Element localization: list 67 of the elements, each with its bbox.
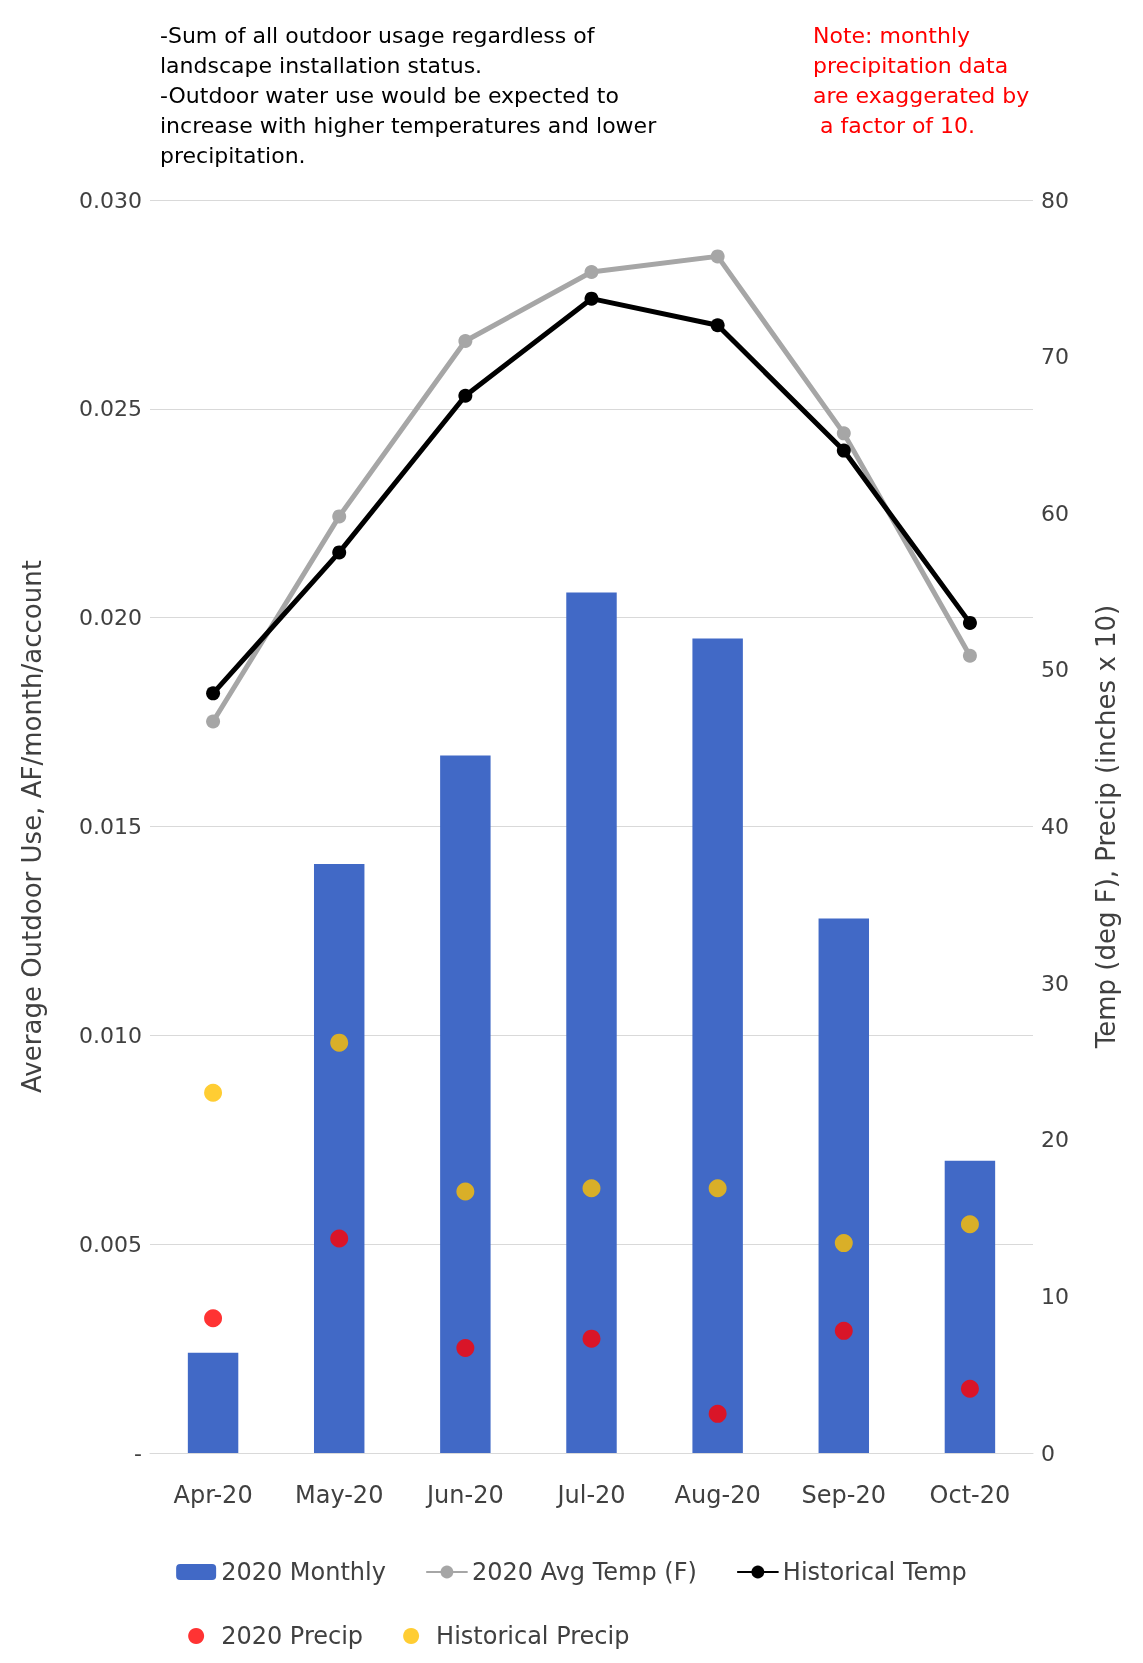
- y2-tick-label: 20: [1041, 1127, 1069, 1153]
- y2-tick-label: 40: [1041, 814, 1069, 839]
- point: [332, 545, 347, 560]
- point: [962, 615, 977, 630]
- y2-tick-label: 70: [1041, 344, 1069, 370]
- x-tick-label: May-20: [295, 1481, 384, 1509]
- point: [206, 686, 221, 701]
- x-tick-label: Aug-20: [674, 1481, 761, 1509]
- point: [960, 1379, 979, 1398]
- point: [204, 1309, 223, 1328]
- point: [708, 1179, 727, 1198]
- point: [708, 1404, 727, 1423]
- bar: [440, 755, 491, 1453]
- point: [836, 443, 851, 458]
- y2-tick-label: 80: [1041, 187, 1069, 213]
- y2-tick-label: 30: [1041, 970, 1069, 996]
- y-tick-label: 0.030: [79, 187, 142, 213]
- x-tick-label: Oct-20: [929, 1481, 1011, 1509]
- y2-tick-label: 60: [1041, 500, 1069, 526]
- y2-tick-label: 50: [1041, 657, 1069, 683]
- point: [456, 1339, 475, 1358]
- x-tick-label: Sep-20: [801, 1481, 886, 1509]
- point: [836, 426, 851, 441]
- point: [204, 1083, 223, 1102]
- y-tick-label: 0.010: [79, 1022, 142, 1048]
- y-tick-label: -: [134, 1440, 142, 1466]
- text: Note: monthly precipitation data are exaggerated by a factor of 10.: [813, 22, 1030, 138]
- x-tick-label: Jul-20: [555, 1481, 626, 1509]
- point: [834, 1321, 853, 1340]
- bar: [566, 592, 617, 1453]
- point: [962, 648, 977, 663]
- point: [458, 388, 473, 403]
- legend-label: 2020 Precip: [221, 1622, 364, 1650]
- point: [710, 249, 725, 264]
- point: [330, 1229, 349, 1248]
- y-axis-title: Average Outdoor Use, AF/month/account: [17, 560, 47, 1093]
- point: [458, 333, 473, 348]
- point: [582, 1179, 601, 1198]
- y-tick-label: 0.015: [79, 814, 142, 839]
- point: [584, 291, 599, 306]
- y-tick-label: 0.025: [79, 396, 142, 422]
- y2-axis-title: Temp (deg F), Precip (inches x 10): [1091, 604, 1121, 1050]
- bar: [692, 638, 743, 1453]
- x-tick-label: Apr-20: [173, 1481, 253, 1509]
- bar: [313, 864, 365, 1453]
- point: [584, 265, 599, 280]
- y2-tick-label: 10: [1041, 1283, 1069, 1309]
- x-tick-label: Jun-20: [425, 1481, 504, 1509]
- y-tick-label: 0.020: [79, 605, 142, 631]
- point: [332, 509, 347, 524]
- bar: [187, 1352, 239, 1453]
- point: [710, 318, 725, 333]
- legend-label: Historical Temp: [782, 1558, 967, 1586]
- bar: [818, 918, 870, 1453]
- bar: [944, 1160, 996, 1453]
- point: [582, 1329, 601, 1348]
- legend-label: 2020 Monthly: [221, 1558, 386, 1586]
- point: [960, 1215, 979, 1234]
- y-tick-label: 0.005: [79, 1231, 142, 1257]
- legend-label: Historical Precip: [436, 1622, 630, 1650]
- point: [206, 714, 221, 729]
- point: [330, 1033, 349, 1052]
- legend-label: 2020 Avg Temp (F): [471, 1558, 697, 1586]
- text: -Sum of all outdoor usage regardless of landscape installation status. -Outdoor water use would be expected to increase with higher temperatures and lower precipitation.: [160, 22, 664, 168]
- y2-tick-label: 0: [1041, 1440, 1055, 1466]
- point: [456, 1182, 475, 1201]
- point: [834, 1234, 853, 1253]
